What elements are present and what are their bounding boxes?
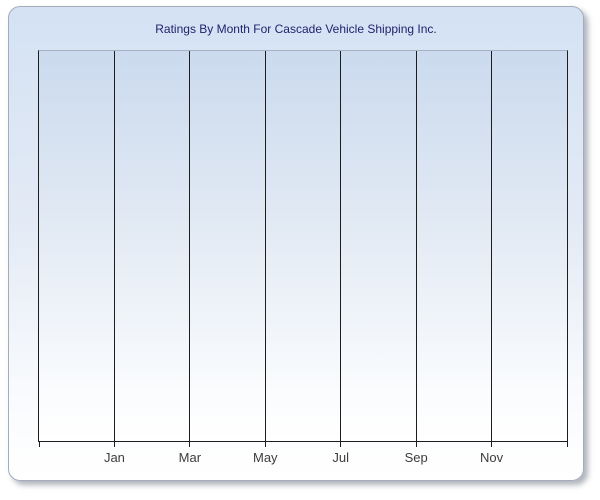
gridline [264, 51, 266, 441]
gridline [415, 51, 417, 441]
axis-tick [566, 441, 568, 447]
axis-tick [189, 441, 191, 447]
axis-tick [38, 441, 40, 447]
x-axis-label-jan: Jan [103, 450, 125, 465]
axis-tick [113, 441, 115, 447]
gridline [113, 51, 115, 441]
axis-tick [340, 441, 342, 447]
x-axis-label-may: May [253, 450, 278, 465]
chart-panel: Ratings By Month For Cascade Vehicle Shi… [8, 6, 584, 481]
axis-tick [264, 441, 266, 447]
x-axis-label-jul: Jul [332, 450, 350, 465]
x-axis-label-mar: Mar [178, 450, 202, 465]
plot-area: Jan Mar May Jul Sep Nov [38, 50, 568, 465]
x-axis-label-sep: Sep [404, 450, 428, 465]
gridline [491, 51, 493, 441]
x-axis-label-nov: Nov [480, 450, 504, 465]
chart-title: Ratings By Month For Cascade Vehicle Shi… [155, 22, 437, 36]
axis-tick [491, 441, 493, 447]
gridline [340, 51, 342, 441]
gridline [189, 51, 191, 441]
axis-tick [415, 441, 417, 447]
